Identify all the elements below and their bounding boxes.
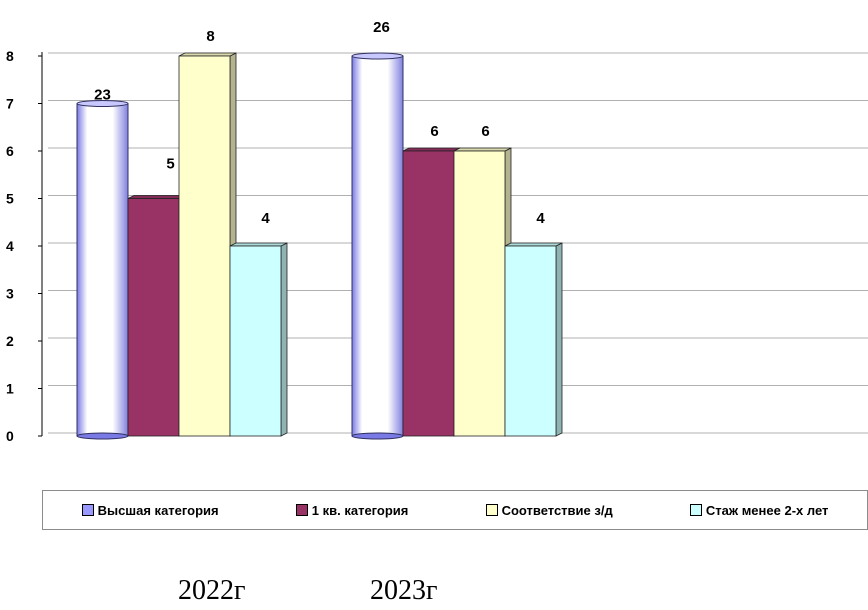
legend-item-vysshaya: Высшая категория (81, 502, 219, 518)
bar (229, 245, 282, 437)
bar (504, 245, 557, 437)
data-labels: 23 5 8 4 26 6 6 4 (94, 19, 545, 227)
bar (76, 103, 129, 437)
y-tick-label: 4 (6, 238, 14, 254)
bar (127, 198, 180, 437)
bar-base (351, 432, 404, 440)
y-tick-label: 6 (6, 143, 14, 159)
legend-item-stazh: Стаж менее 2-х лет (689, 502, 829, 518)
bar-top (504, 242, 563, 247)
data-label: 4 (261, 210, 270, 227)
bar-top (178, 52, 237, 57)
y-tick-label: 8 (6, 48, 14, 64)
legend-item-1kv: 1 кв. категория (295, 502, 409, 518)
data-label: 26 (373, 19, 390, 36)
data-label: 23 (94, 87, 111, 104)
legend-swatch (689, 504, 702, 516)
bar-side (280, 242, 288, 437)
y-tick-label: 5 (6, 191, 14, 207)
data-label: 6 (430, 123, 438, 140)
y-tick-label: 1 (6, 381, 14, 397)
legend-swatch (485, 504, 498, 516)
bar-top (453, 147, 512, 152)
y-tick-label: 3 (6, 286, 14, 302)
bar (453, 150, 506, 437)
bar-top (351, 52, 404, 60)
y-tick-label: 0 (6, 428, 14, 444)
data-label: 8 (206, 28, 214, 45)
legend-label: Стаж менее 2-х лет (705, 502, 829, 518)
bar (402, 150, 455, 437)
data-label: 5 (166, 156, 174, 173)
bar-top (127, 195, 186, 199)
category-label-2022: 2022г (178, 575, 246, 606)
data-label: 6 (481, 123, 489, 140)
bar-top (229, 242, 288, 247)
legend-label: Высшая категория (97, 502, 219, 518)
bar-side (555, 242, 563, 437)
category-label-2023: 2023г (370, 575, 438, 606)
y-tick-label: 7 (6, 96, 14, 112)
bar (178, 55, 231, 437)
bar-base (76, 432, 129, 440)
bars (76, 52, 563, 440)
bar (351, 55, 404, 437)
legend-label: 1 кв. категория (311, 502, 409, 518)
y-tick-label: 2 (6, 333, 14, 349)
legend-swatch (81, 504, 94, 516)
bar-top (402, 147, 461, 152)
bar-top (76, 100, 129, 107)
data-label: 4 (536, 210, 545, 227)
legend-swatch (295, 504, 308, 516)
legend-item-sootvetstvie: Соответствие з/д (485, 502, 613, 518)
legend: Высшая категория 1 кв. категория Соответ… (42, 490, 868, 530)
legend-label: Соответствие з/д (501, 502, 613, 518)
